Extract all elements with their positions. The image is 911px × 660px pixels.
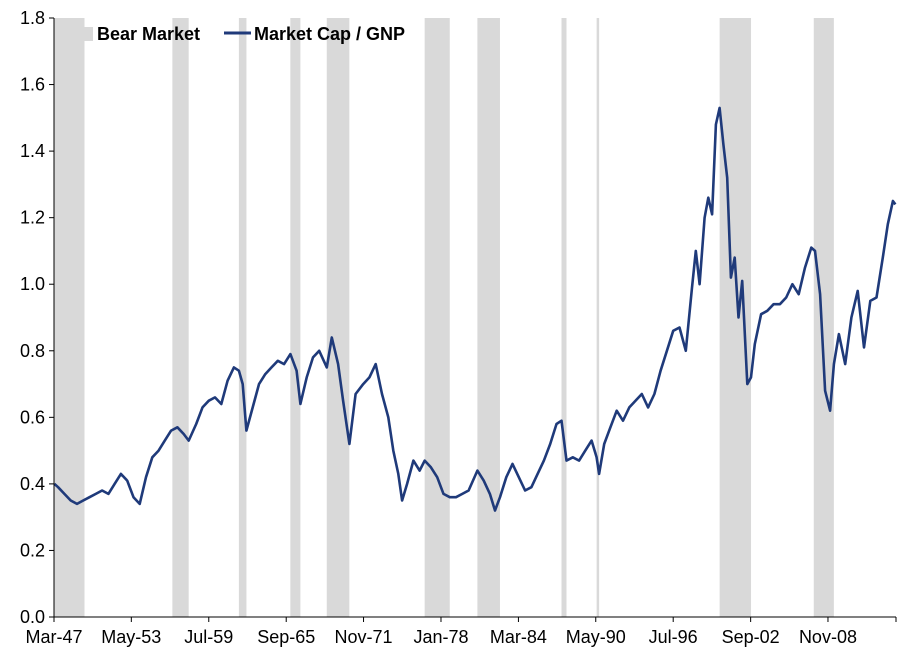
bear-market-band-11: [813, 18, 834, 617]
y-tick-label: 1.2: [20, 208, 45, 228]
y-tick-label: 1.0: [20, 274, 45, 294]
x-tick-label: Mar-47: [25, 627, 82, 647]
y-tick-label: 1.8: [20, 8, 45, 28]
y-axis-ticks: 0.0 0.2 0.4 0.6 0.8 1.0 1.2 1.4 1.6 1.8: [20, 8, 54, 627]
bear-market-band-10: [719, 18, 752, 617]
y-tick-label: 0.0: [20, 607, 45, 627]
bear-market-band-1: [54, 18, 85, 617]
x-tick-label: Jul-59: [184, 627, 233, 647]
x-tick-label: Sep-02: [722, 627, 780, 647]
x-tick-label: Nov-08: [799, 627, 857, 647]
legend-label-bear-market: Bear Market: [97, 24, 200, 44]
bear-market-band-2: [172, 18, 189, 617]
x-axis-ticks: Mar-47 May-53 Jul-59 Sep-65 Nov-71 Jan-78 Mar-…: [25, 617, 897, 647]
y-tick-label: 1.4: [20, 141, 45, 161]
x-tick-label: Jan-78: [413, 627, 468, 647]
bear-market-band-9: [596, 18, 600, 617]
x-tick-label: Jul-96: [649, 627, 698, 647]
bear-market-band-7: [477, 18, 500, 617]
bear-market-band-3: [238, 18, 247, 617]
bear-market-band-8: [561, 18, 567, 617]
y-tick-label: 0.8: [20, 341, 45, 361]
x-tick-label: Nov-71: [335, 627, 393, 647]
y-tick-label: 0.2: [20, 540, 45, 560]
y-tick-label: 1.6: [20, 75, 45, 95]
y-tick-label: 0.4: [20, 474, 45, 494]
bear-market-band-4: [290, 18, 301, 617]
series-line-market-cap-gnp: [53, 106, 897, 512]
bear-market-bands: [54, 18, 834, 617]
bear-market-band-6: [424, 18, 450, 617]
x-tick-label: Mar-84: [490, 627, 547, 647]
x-tick-label: Sep-65: [257, 627, 315, 647]
y-tick-label: 0.6: [20, 407, 45, 427]
x-tick-label: May-90: [566, 627, 626, 647]
legend-label-market-cap-gnp: Market Cap / GNP: [254, 24, 405, 44]
legend-swatch-bear-market: [66, 27, 93, 41]
bear-market-band-5: [326, 18, 350, 617]
plot-area: [53, 106, 897, 512]
x-tick-label: May-53: [101, 627, 161, 647]
legend: Bear Market Market Cap / GNP: [66, 24, 405, 44]
